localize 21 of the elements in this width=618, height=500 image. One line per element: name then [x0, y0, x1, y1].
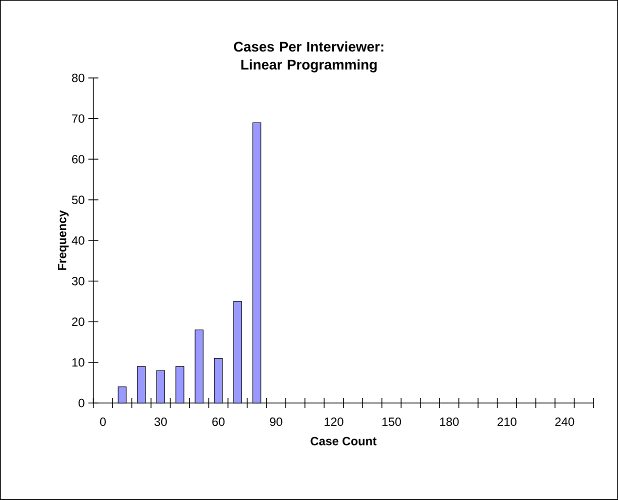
y-tick-label: 30	[72, 276, 84, 286]
x-tick-label: 30	[154, 418, 167, 426]
y-tick-label: 80	[72, 74, 84, 82]
x-tick-label: 240	[555, 418, 574, 426]
x-tick-label: 90	[270, 418, 282, 426]
y-tick-label: 0	[78, 398, 84, 408]
y-tick-label: 10	[72, 358, 84, 367]
x-tick-label: 120	[324, 418, 344, 426]
y-tick-label: 60	[72, 154, 84, 164]
y-tick-label: 40	[72, 236, 84, 245]
y-tick-label: 20	[72, 318, 84, 326]
x-tick-label: 60	[212, 418, 225, 426]
chart-title: Cases Per Interviewer: Linear Programming	[234, 41, 384, 72]
x-tick-label: 0	[100, 418, 106, 426]
x-axis-title: Case Count	[310, 436, 376, 446]
y-tick-label: 70	[72, 114, 84, 123]
x-tick-label: 180	[440, 418, 459, 426]
x-tick-label: 150	[382, 418, 402, 426]
y-tick-label: 50	[72, 196, 84, 204]
x-tick-label: 210	[498, 418, 516, 426]
y-axis-title: Frequency	[58, 210, 69, 270]
